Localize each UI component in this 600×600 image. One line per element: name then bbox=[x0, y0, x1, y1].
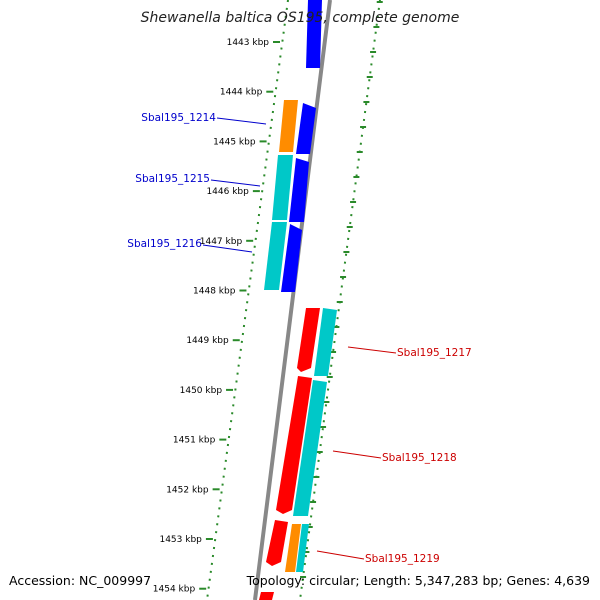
cds-sbal195-1219[interactable] bbox=[266, 520, 288, 566]
scale-label: 1453 kbp bbox=[159, 535, 202, 545]
gene-label-leader bbox=[332, 450, 382, 459]
scale-label: 1445 kbp bbox=[213, 137, 256, 147]
cds-block-forward[interactable] bbox=[306, 0, 322, 68]
gene-label-sbal195-1218[interactable]: Sbal195_1218 bbox=[382, 452, 457, 464]
protein-feature-sbal195-1215[interactable] bbox=[272, 155, 293, 220]
protein-feature-sbal195-1218[interactable] bbox=[293, 380, 327, 516]
gene-label-leader bbox=[316, 550, 365, 560]
rna-feature-sbal195-1214[interactable] bbox=[279, 100, 298, 152]
scale-label: 1447 kbp bbox=[200, 237, 243, 247]
gene-label-sbal195-1217[interactable]: Sbal195_1217 bbox=[397, 347, 472, 359]
gene-label-sbal195-1214[interactable]: Sbal195_1214 bbox=[141, 112, 216, 124]
reverse-strand-features bbox=[259, 308, 337, 600]
gene-label-leader bbox=[210, 179, 261, 187]
cds-sbal195-1217[interactable] bbox=[297, 308, 320, 372]
cds-sbal195-1218[interactable] bbox=[276, 376, 312, 514]
scale-label: 1451 kbp bbox=[173, 436, 216, 446]
scale-label: 1450 kbp bbox=[180, 386, 223, 396]
scale-label: 1446 kbp bbox=[206, 187, 249, 197]
rna-feature-sbal195-1219[interactable] bbox=[285, 524, 301, 572]
scale-ticks: 1443 kbp 1444 kbp 1445 kbp 1446 kbp 1447 kbp… bbox=[153, 38, 280, 595]
forward-strand-features bbox=[264, 0, 322, 292]
accession-label: Accession: NC_009997 bbox=[9, 573, 152, 588]
cds-sbal195-1214[interactable] bbox=[296, 103, 316, 154]
genome-backbone bbox=[253, 0, 332, 600]
gene-label-leader bbox=[202, 244, 253, 253]
topology-label: Topology: circular; Length: 5,347,283 bp… bbox=[246, 573, 590, 588]
outer-strand-boundary bbox=[206, 0, 289, 600]
gene-label-sbal195-1216[interactable]: Sbal195_1216 bbox=[127, 238, 202, 250]
protein-feature-sbal195-1217[interactable] bbox=[314, 308, 337, 376]
inner-strand-boundary bbox=[299, 0, 381, 600]
cds-sbal195-1216[interactable] bbox=[281, 224, 302, 292]
gene-label-leader bbox=[216, 117, 267, 125]
gene-labels: Sbal195_1214 Sbal195_1215 Sbal195_1216 Sbal… bbox=[127, 112, 471, 565]
protein-feature-sbal195-1219-small[interactable] bbox=[296, 524, 309, 572]
protein-feature-sbal195-1216[interactable] bbox=[264, 222, 287, 290]
scale-label: 1448 kbp bbox=[193, 287, 236, 297]
cds-sbal195-1215[interactable] bbox=[289, 158, 309, 222]
gene-label-sbal195-1215[interactable]: Sbal195_1215 bbox=[135, 173, 210, 185]
scale-label: 1443 kbp bbox=[227, 38, 270, 48]
scale-label: 1449 kbp bbox=[186, 336, 229, 346]
gene-label-sbal195-1219[interactable]: Sbal195_1219 bbox=[365, 553, 440, 565]
scale-label: 1454 kbp bbox=[153, 585, 196, 595]
page-title: Shewanella baltica OS195, complete genom… bbox=[140, 10, 460, 26]
gene-label-leader bbox=[347, 346, 397, 354]
scale-label: 1452 kbp bbox=[166, 485, 209, 495]
scale-label: 1444 kbp bbox=[220, 88, 263, 98]
cds-block-reverse[interactable] bbox=[259, 592, 274, 600]
